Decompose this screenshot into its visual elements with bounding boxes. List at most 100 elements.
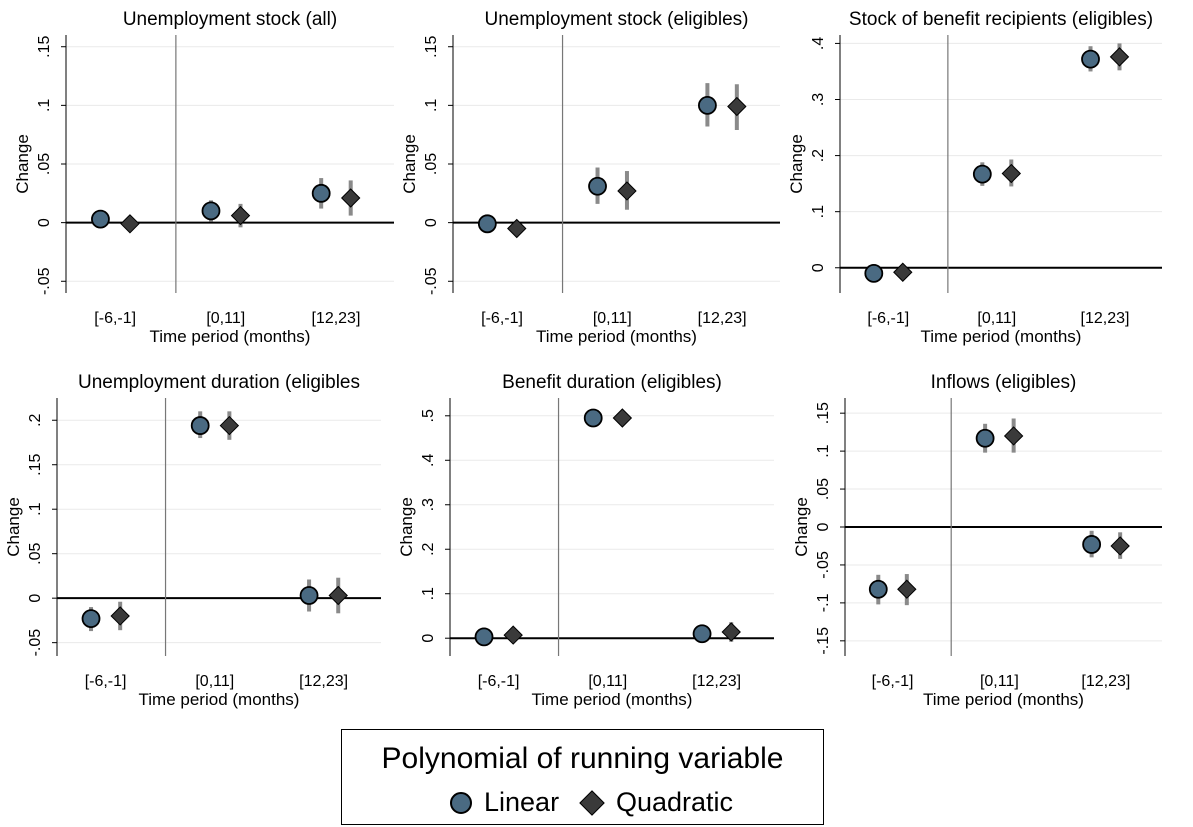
y-tick-label: 0 [423, 218, 440, 227]
x-tick-label: [12,23] [1081, 673, 1130, 690]
y-tick-label: .1 [423, 99, 440, 112]
x-tick-label: [0,11] [593, 310, 632, 327]
y-tick-label: .5 [420, 409, 437, 422]
x-axis-title: Time period (months) [150, 327, 311, 346]
chart-panel-2: -.05 0 .05 .1 .15 [-6,-1] [0,11] [12,23]Time pe… [400, 9, 780, 346]
y-tick-label: -.05 [423, 267, 440, 295]
data-point-quadratic [617, 181, 637, 201]
x-tick-label: [0,11] [977, 310, 1016, 327]
data-point-linear [692, 624, 712, 644]
y-tick-label: .1 [36, 99, 53, 112]
data-point-linear [1081, 49, 1100, 69]
data-point-quadratic [1110, 536, 1130, 556]
chart-title: Unemployment stock (eligibles) [485, 9, 749, 30]
chart-title: Benefit duration (eligibles) [502, 372, 722, 393]
y-tick-label: .2 [810, 149, 827, 162]
y-tick-label: .2 [420, 542, 437, 555]
y-axis-title: Change [787, 134, 806, 194]
y-axis-title: Change [397, 497, 416, 557]
y-tick-label: -.05 [36, 267, 53, 295]
y-axis-title: Change [400, 134, 419, 194]
y-axis-title: Change [792, 497, 811, 557]
data-point-linear [864, 263, 884, 283]
y-tick-label: .2 [27, 413, 44, 426]
data-point-linear [698, 95, 717, 115]
x-tick-label: [12,23] [698, 310, 747, 327]
data-point-linear [477, 214, 497, 234]
data-point-linear [972, 164, 992, 184]
data-point-quadratic [897, 579, 917, 599]
y-tick-label: 0 [815, 522, 832, 531]
data-point-linear [975, 428, 995, 448]
data-point-linear [299, 586, 319, 605]
data-point-linear [868, 579, 888, 599]
y-tick-label: .15 [815, 402, 832, 424]
y-tick-label: .1 [27, 502, 44, 515]
legend-item-linear: Linear [450, 787, 559, 818]
x-tick-label: [-6,-1] [478, 673, 520, 690]
x-tick-label: [-6,-1] [481, 310, 523, 327]
chart-title: Unemployment stock (all) [123, 9, 337, 30]
y-tick-label: 0 [420, 634, 437, 643]
x-tick-label: [12,23] [299, 673, 348, 690]
chart-title: Unemployment duration (eligibles [78, 372, 360, 393]
y-tick-label: .3 [420, 498, 437, 511]
data-point-quadratic [612, 408, 633, 428]
data-point-linear [311, 183, 331, 203]
y-tick-label: .3 [810, 93, 827, 106]
x-axis-title: Time period (months) [532, 690, 693, 709]
data-point-quadratic [893, 262, 913, 282]
y-tick-label: .15 [27, 454, 44, 476]
y-tick-label: -.05 [815, 551, 832, 579]
legend-label-quadratic: Quadratic [616, 787, 734, 817]
y-tick-label: -.15 [815, 627, 832, 655]
x-tick-label: [0,11] [980, 673, 1019, 690]
legend: Polynomial of running variable Linear Qu… [341, 729, 824, 825]
y-tick-label: -.1 [815, 593, 832, 612]
y-tick-label: .05 [423, 153, 440, 175]
x-tick-label: [0,11] [195, 673, 234, 690]
chart-panel-1: -.05 0 .05 .1 .15 [-6,-1] [0,11] [12,23]Time pe… [13, 9, 394, 346]
x-tick-label: [-6,-1] [872, 673, 914, 690]
quadratic-marker-icon [579, 789, 605, 816]
y-axis-title: Change [13, 134, 32, 194]
x-tick-label: [12,23] [692, 673, 741, 690]
data-point-quadratic [110, 606, 130, 626]
y-tick-label: 0 [36, 218, 53, 227]
chart-title: Inflows (eligibles) [931, 372, 1077, 393]
data-point-quadratic [507, 218, 527, 239]
y-tick-label: 0 [810, 263, 827, 272]
data-point-quadratic [120, 214, 140, 234]
data-point-quadratic [219, 415, 240, 436]
y-tick-label: .1 [420, 587, 437, 600]
data-point-quadratic [721, 622, 741, 642]
legend-item-quadratic: Quadratic [579, 787, 734, 818]
x-tick-label: [0,11] [588, 673, 627, 690]
data-point-quadratic [1003, 426, 1024, 446]
data-point-quadratic [340, 188, 361, 208]
data-point-quadratic [1001, 163, 1022, 184]
linear-marker-icon [450, 791, 472, 814]
y-tick-label: .05 [27, 542, 44, 564]
x-axis-title: Time period (months) [923, 690, 1084, 709]
data-point-quadratic [328, 585, 348, 606]
legend-label-linear: Linear [484, 787, 560, 817]
chart-panel-5: 0 .1 .2 .3 .4 .5 [-6,-1] [0,11] [12,23]Time peri… [397, 372, 774, 709]
y-axis-title: Change [4, 497, 23, 557]
y-tick-label: 0 [27, 594, 44, 603]
x-axis-title: Time period (months) [139, 690, 300, 709]
chart-panel-6: -.15 -.1 -.05 0 .05 .1 .15 [-6,-1] [0,11] [12,23]… [792, 372, 1162, 709]
y-tick-label: -.05 [27, 629, 44, 657]
x-tick-label: [12,23] [311, 310, 360, 327]
data-point-linear [190, 416, 210, 435]
data-point-quadratic [1109, 47, 1130, 67]
x-axis-title: Time period (months) [921, 327, 1082, 346]
y-tick-label: .1 [810, 205, 827, 218]
data-point-linear [91, 209, 110, 229]
x-tick-label: [-6,-1] [85, 673, 127, 690]
y-tick-label: .4 [420, 454, 437, 467]
data-point-linear [1082, 535, 1102, 554]
x-tick-label: [0,11] [206, 310, 245, 327]
y-tick-label: .4 [810, 37, 827, 50]
